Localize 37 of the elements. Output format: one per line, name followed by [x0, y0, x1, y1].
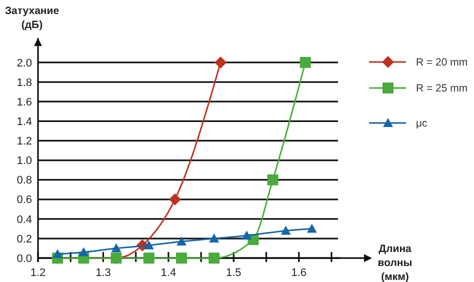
x-tick-label: 1.5	[226, 267, 242, 279]
legend-label: R = 25 mm	[416, 82, 468, 95]
point	[209, 234, 220, 243]
point	[242, 230, 252, 240]
x-axis-title: Длина волны (мкм)	[378, 243, 412, 282]
point	[78, 247, 89, 256]
y-tick-label: 0.0	[16, 252, 32, 265]
point	[111, 243, 122, 252]
y-tick-label: 0.4	[16, 214, 32, 226]
point	[144, 240, 154, 250]
y-tick-label: 1.8	[16, 76, 32, 89]
legend-label: R = 20 mm	[416, 56, 468, 69]
y-tick-label: 0.2	[16, 233, 32, 246]
y-tick-label: 1.2	[16, 136, 32, 148]
y-tick-label: 0.8	[16, 174, 32, 187]
point	[208, 252, 220, 264]
y-axis-title: Затухание (дБ)	[4, 5, 60, 31]
point	[306, 224, 317, 233]
x-tick-label: 1.2	[30, 267, 46, 279]
y-tick-label: 1.0	[16, 155, 32, 168]
point	[300, 56, 311, 68]
point	[143, 252, 154, 264]
point	[52, 249, 63, 258]
x-tick-label: 1.3	[96, 267, 111, 279]
point	[168, 193, 181, 206]
y-tick-label: 2.0	[16, 57, 32, 70]
point	[280, 226, 291, 235]
point	[176, 252, 187, 264]
x-tick-label: 1.6	[291, 267, 307, 279]
y-tick-label: 1.4	[16, 116, 32, 128]
legend-label: μc	[416, 118, 428, 130]
y-tick-label: 1.6	[16, 96, 32, 108]
y-tick-label: 0.6	[16, 194, 32, 206]
point	[214, 56, 227, 68]
point	[267, 174, 278, 186]
x-tick-label: 1.4	[160, 267, 176, 279]
point	[176, 236, 186, 246]
